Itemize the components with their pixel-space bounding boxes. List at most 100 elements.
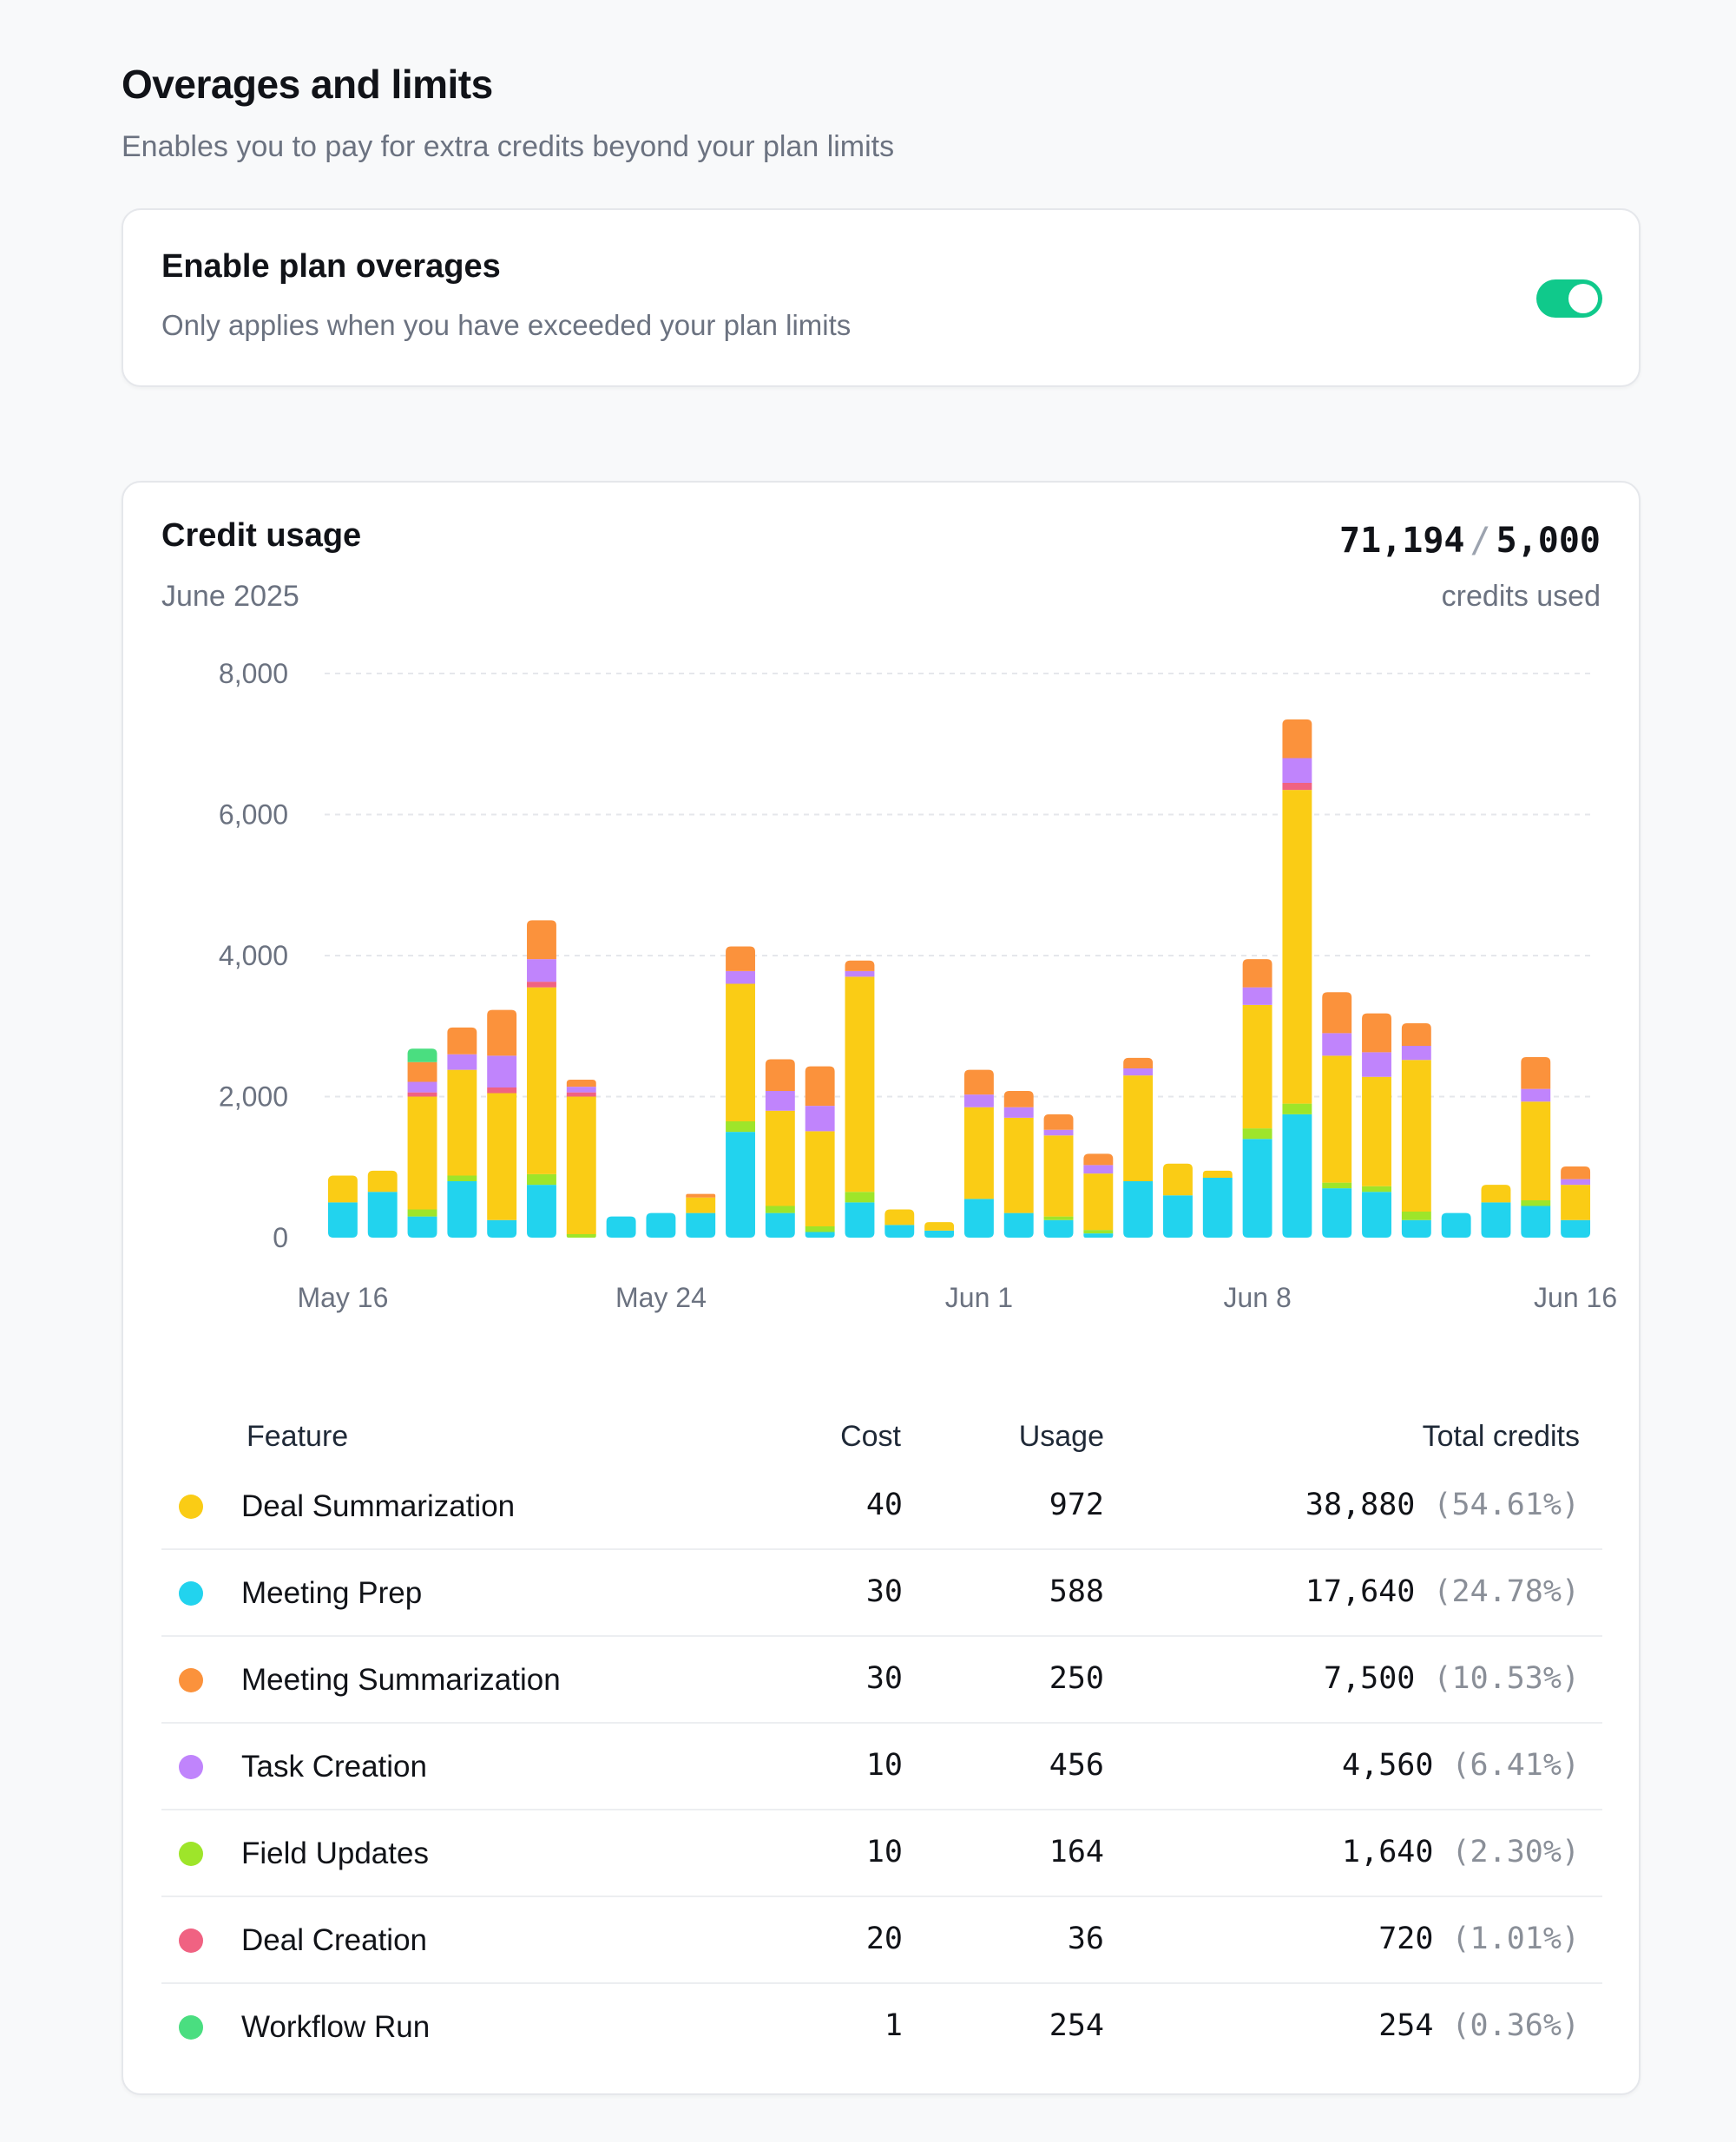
bar-segment	[407, 1061, 437, 1082]
feature-usage-table: Feature Cost Usage Total credits Deal Su…	[161, 1403, 1602, 2071]
bar-segment	[1043, 1216, 1074, 1220]
feature-cost: 30	[865, 1661, 903, 1696]
bar-segment	[924, 1230, 955, 1238]
bar-segment	[726, 983, 755, 1121]
bar-segment	[487, 1219, 517, 1238]
overage-toggle[interactable]	[1536, 279, 1602, 318]
feature-usage: 588	[1049, 1574, 1104, 1609]
bar-segment	[447, 1069, 477, 1176]
bar-segment	[765, 1110, 795, 1206]
bar-segment	[487, 1087, 517, 1094]
bar-segment	[1123, 1075, 1154, 1181]
bar-segment	[1003, 1212, 1034, 1238]
bar-segment	[487, 1055, 517, 1087]
bar-segment	[805, 1232, 835, 1238]
bar-segment	[1043, 1114, 1074, 1130]
feature-cost: 40	[865, 1488, 903, 1522]
bar-segment	[845, 970, 875, 977]
table-body: Deal Summarization 40 972 38,880 (54.61%…	[161, 1463, 1602, 2071]
feature-cost: 10	[865, 1835, 903, 1869]
bar-segment	[646, 1212, 676, 1238]
bar-segment	[845, 960, 875, 971]
bar-segment	[1123, 1057, 1154, 1068]
feature-name: Workflow Run	[241, 2010, 431, 2044]
page-subtitle: Enables you to pay for extra credits bey…	[122, 130, 895, 163]
bar-segment	[963, 1069, 994, 1095]
total-percent: (54.61%)	[1433, 1488, 1580, 1522]
credits-used-value: 71,194	[1338, 521, 1465, 561]
bar-segment	[845, 976, 875, 1193]
bar-segment	[407, 1048, 437, 1062]
feature-cost: 30	[865, 1574, 903, 1609]
bar-segment	[1521, 1057, 1551, 1089]
header-cost: Cost	[840, 1420, 901, 1453]
table-row: Field Updates 10 164 1,640 (2.30%)	[161, 1810, 1602, 1897]
total-value: 38,880	[1305, 1488, 1416, 1522]
bar-segment	[1083, 1153, 1114, 1166]
bar-segment	[686, 1212, 716, 1238]
bar-segment	[1401, 1211, 1431, 1220]
bar-segment	[407, 1081, 437, 1093]
x-tick-label: Jun 16	[1534, 1282, 1617, 1313]
bar-segment	[327, 1175, 358, 1203]
bar-segment	[1362, 1076, 1391, 1186]
total-value: 17,640	[1305, 1574, 1416, 1609]
y-tick-label: 2,000	[219, 1081, 288, 1113]
feature-cost: 20	[865, 1922, 903, 1956]
bar-segment	[1362, 1192, 1391, 1238]
feature-total-credits: 720 (1.01%)	[1378, 1922, 1580, 1956]
bar-segment	[1401, 1046, 1431, 1061]
bar-segment	[407, 1216, 437, 1238]
bar-segment	[1083, 1173, 1114, 1231]
bar-segment	[407, 1209, 437, 1217]
bar-segment	[1043, 1129, 1074, 1136]
credit-usage-card: Credit usage June 2025 71,194/5,000 cred…	[122, 481, 1641, 2095]
bar-segment	[1561, 1219, 1591, 1238]
feature-total-credits: 4,560 (6.41%)	[1342, 1748, 1580, 1783]
bar-segment	[1322, 1182, 1352, 1189]
header-feature: Feature	[247, 1420, 349, 1453]
feature-name: Meeting Prep	[241, 1576, 423, 1610]
bar-segment	[845, 1192, 875, 1203]
bar-segment	[805, 1226, 835, 1232]
bar-segment	[726, 970, 755, 984]
bar-segment	[726, 1132, 755, 1238]
bar-segment	[527, 959, 556, 982]
bar-segment	[1202, 1177, 1233, 1238]
bar-segment	[527, 1173, 556, 1186]
legend-dot	[179, 1581, 203, 1606]
bar-segment	[407, 1092, 437, 1097]
bar-segment	[1322, 992, 1352, 1034]
total-percent: (6.41%)	[1451, 1748, 1580, 1783]
bar-segment	[963, 1199, 994, 1238]
bar-segment	[566, 1080, 596, 1087]
feature-total-credits: 17,640 (24.78%)	[1305, 1574, 1580, 1609]
bar-segment	[527, 987, 556, 1174]
feature-name: Meeting Summarization	[241, 1663, 561, 1697]
x-tick-label: May 16	[297, 1282, 388, 1313]
total-value: 254	[1378, 2008, 1434, 2043]
feature-usage: 972	[1049, 1488, 1104, 1522]
chart-svg: 0 2,000 4,000 6,000 8,000 May 16 May 24 Jun 1 Ju…	[219, 658, 1617, 1313]
bar-segment	[1282, 790, 1312, 1104]
y-tick-label: 4,000	[219, 940, 288, 971]
toggle-knob	[1568, 284, 1598, 313]
bar-segment	[1123, 1181, 1154, 1238]
feature-usage: 456	[1049, 1748, 1104, 1783]
bar-segment	[327, 1202, 358, 1238]
bar-segment	[1561, 1185, 1591, 1220]
table-row: Workflow Run 1 254 254 (0.36%)	[161, 1984, 1602, 2071]
overage-title: Enable plan overages	[161, 248, 501, 285]
table-row: Meeting Summarization 30 250 7,500 (10.5…	[161, 1637, 1602, 1724]
bar-segment	[765, 1059, 795, 1091]
legend-dot	[179, 2015, 203, 2040]
bar-segment	[1362, 1186, 1391, 1193]
total-value: 4,560	[1342, 1748, 1434, 1783]
total-percent: (1.01%)	[1451, 1922, 1580, 1956]
header-usage: Usage	[1018, 1420, 1104, 1453]
bar-segment	[1123, 1068, 1154, 1076]
table-row: Meeting Prep 30 588 17,640 (24.78%)	[161, 1550, 1602, 1637]
bar-segment	[1202, 1170, 1233, 1178]
credits-used-total: 71,194/5,000	[1339, 521, 1601, 561]
feature-cost: 1	[884, 2008, 903, 2043]
